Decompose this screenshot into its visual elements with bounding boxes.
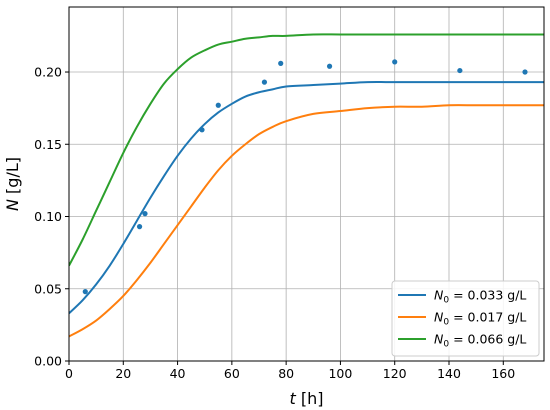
data-point bbox=[457, 67, 463, 74]
data-point bbox=[392, 59, 398, 65]
series-line-2 bbox=[69, 104, 544, 338]
x-tick-label: 40 bbox=[170, 366, 186, 381]
x-tick-label: 160 bbox=[491, 366, 515, 381]
data-point bbox=[522, 69, 528, 75]
x-axis: 0 20 40 60 80 100 120 140 160 bbox=[65, 361, 515, 381]
data-point bbox=[199, 127, 205, 133]
y-axis-label-var: N bbox=[3, 199, 22, 211]
x-axis-label-var: t bbox=[290, 389, 297, 408]
data-point bbox=[142, 211, 148, 217]
x-tick-label: 0 bbox=[65, 366, 73, 381]
data-point bbox=[278, 60, 284, 66]
x-tick-label: 80 bbox=[278, 366, 294, 381]
y-axis: 0.00 0.05 0.10 0.15 0.20 bbox=[34, 65, 69, 369]
x-tick-label: 140 bbox=[437, 366, 461, 381]
legend: N0 = 0.033 g/L N0 = 0.017 g/L N0 = 0.066 g… bbox=[391, 280, 540, 357]
grid bbox=[68, 7, 544, 362]
data-point bbox=[136, 224, 143, 230]
y-axis-label-unit: [g/L] bbox=[3, 157, 22, 199]
x-tick-label: 100 bbox=[328, 366, 352, 381]
y-tick-label: 0.05 bbox=[34, 281, 62, 296]
y-tick-label: 0.20 bbox=[34, 65, 62, 80]
y-tick-label: 0.00 bbox=[34, 354, 62, 369]
data-point bbox=[326, 63, 333, 69]
legend-label: N0 = 0.033 g/L bbox=[434, 288, 526, 306]
x-tick-label: 120 bbox=[383, 366, 407, 381]
series-line-3 bbox=[69, 33, 544, 267]
axes-frame bbox=[68, 6, 545, 362]
y-axis-label: N [g/L] bbox=[3, 157, 22, 211]
y-tick-label: 0.10 bbox=[34, 209, 62, 224]
data-point bbox=[82, 289, 88, 295]
data-point bbox=[215, 102, 221, 108]
legend-label: N0 = 0.017 g/L bbox=[434, 310, 526, 328]
x-tick-label: 20 bbox=[115, 366, 131, 381]
y-tick-label: 0.15 bbox=[34, 137, 62, 152]
plot-area bbox=[69, 33, 544, 338]
data-point bbox=[261, 79, 268, 85]
x-axis-label: t [h] bbox=[290, 389, 324, 408]
x-tick-label: 60 bbox=[224, 366, 240, 381]
x-axis-label-unit: [h] bbox=[296, 389, 324, 408]
legend-box bbox=[391, 280, 540, 357]
series-line-1 bbox=[69, 81, 544, 315]
legend-label: N0 = 0.066 g/L bbox=[434, 332, 526, 350]
